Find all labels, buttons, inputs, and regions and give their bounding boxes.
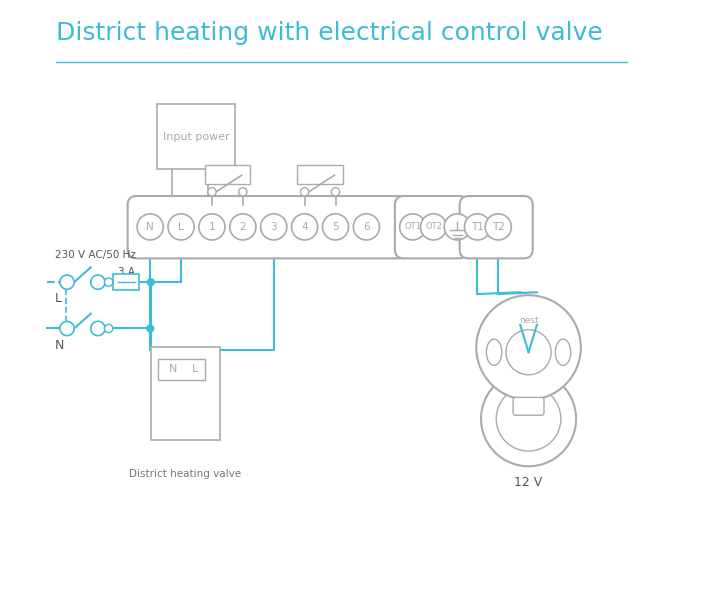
Text: nest: nest <box>521 396 537 405</box>
Text: 12 V: 12 V <box>515 476 542 489</box>
Circle shape <box>60 321 74 336</box>
Circle shape <box>91 321 105 336</box>
Text: L: L <box>55 292 62 305</box>
FancyBboxPatch shape <box>151 347 220 440</box>
Circle shape <box>323 214 349 240</box>
FancyBboxPatch shape <box>513 397 544 415</box>
Text: 6: 6 <box>363 222 370 232</box>
Circle shape <box>239 188 247 196</box>
Circle shape <box>353 214 379 240</box>
Circle shape <box>230 214 256 240</box>
Text: nest: nest <box>519 316 539 325</box>
Circle shape <box>104 278 113 286</box>
Text: 5: 5 <box>332 222 339 232</box>
Circle shape <box>168 214 194 240</box>
Text: 230 V AC/50 Hz: 230 V AC/50 Hz <box>55 251 136 260</box>
Circle shape <box>476 295 581 400</box>
Circle shape <box>146 324 154 333</box>
Circle shape <box>464 214 491 240</box>
Circle shape <box>331 188 340 196</box>
Text: District heating with electrical control valve: District heating with electrical control… <box>56 21 603 45</box>
Text: 3 A: 3 A <box>118 267 135 277</box>
FancyBboxPatch shape <box>114 274 140 290</box>
Circle shape <box>199 214 225 240</box>
Text: T2: T2 <box>492 222 505 232</box>
Circle shape <box>91 275 105 289</box>
Circle shape <box>104 324 113 333</box>
Circle shape <box>137 214 163 240</box>
Text: OT2: OT2 <box>425 222 442 232</box>
Text: OT1: OT1 <box>404 222 422 232</box>
FancyBboxPatch shape <box>127 196 407 258</box>
Circle shape <box>261 214 287 240</box>
Circle shape <box>207 188 216 196</box>
Text: T1: T1 <box>471 222 484 232</box>
Text: Input power: Input power <box>162 132 229 141</box>
Text: District heating valve: District heating valve <box>130 469 242 479</box>
Circle shape <box>400 214 426 240</box>
Circle shape <box>60 275 74 289</box>
Text: N: N <box>55 339 65 352</box>
Text: N: N <box>169 365 178 374</box>
FancyBboxPatch shape <box>395 196 468 258</box>
Text: 4: 4 <box>301 222 308 232</box>
Text: 1: 1 <box>209 222 215 232</box>
Circle shape <box>301 188 309 196</box>
Circle shape <box>496 387 561 451</box>
FancyBboxPatch shape <box>298 165 343 184</box>
Circle shape <box>291 214 317 240</box>
FancyBboxPatch shape <box>205 165 250 184</box>
FancyBboxPatch shape <box>158 359 205 380</box>
FancyBboxPatch shape <box>157 104 234 169</box>
Text: L: L <box>178 222 184 232</box>
Circle shape <box>506 330 551 375</box>
Circle shape <box>421 214 446 240</box>
Circle shape <box>146 278 155 286</box>
Ellipse shape <box>555 339 571 365</box>
Circle shape <box>485 214 511 240</box>
FancyBboxPatch shape <box>459 196 533 258</box>
Circle shape <box>481 371 576 466</box>
Ellipse shape <box>486 339 502 365</box>
Circle shape <box>444 214 470 240</box>
Text: 3: 3 <box>270 222 277 232</box>
Text: N: N <box>146 222 154 232</box>
Text: L: L <box>191 365 198 374</box>
Text: 2: 2 <box>240 222 246 232</box>
